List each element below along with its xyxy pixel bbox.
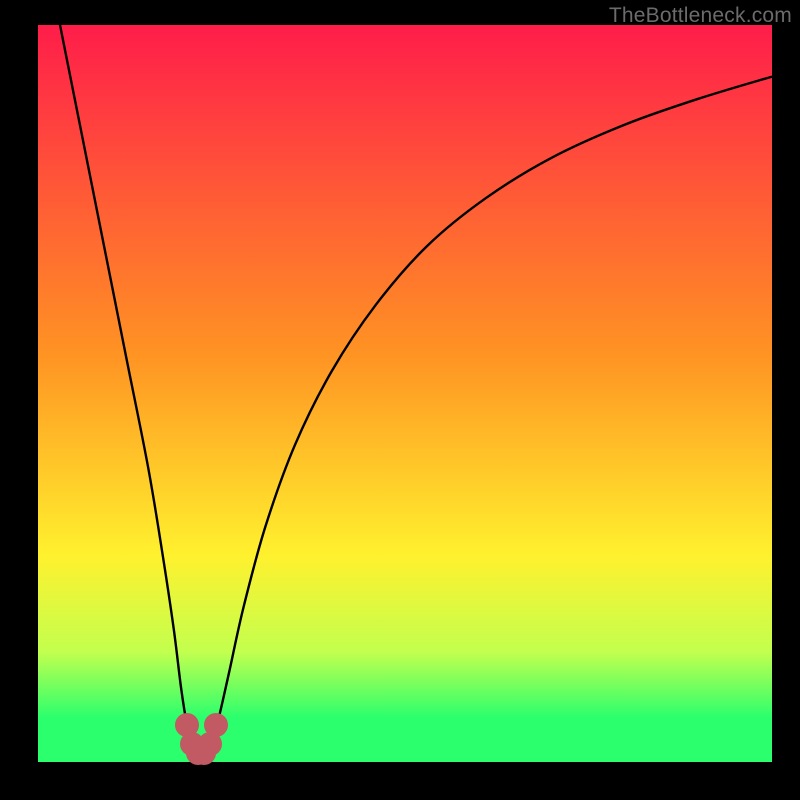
bottleneck-curve: [60, 25, 772, 756]
curve-marker: [204, 713, 228, 737]
gradient-plot-area: [38, 25, 772, 762]
curve-svg: [38, 25, 772, 762]
